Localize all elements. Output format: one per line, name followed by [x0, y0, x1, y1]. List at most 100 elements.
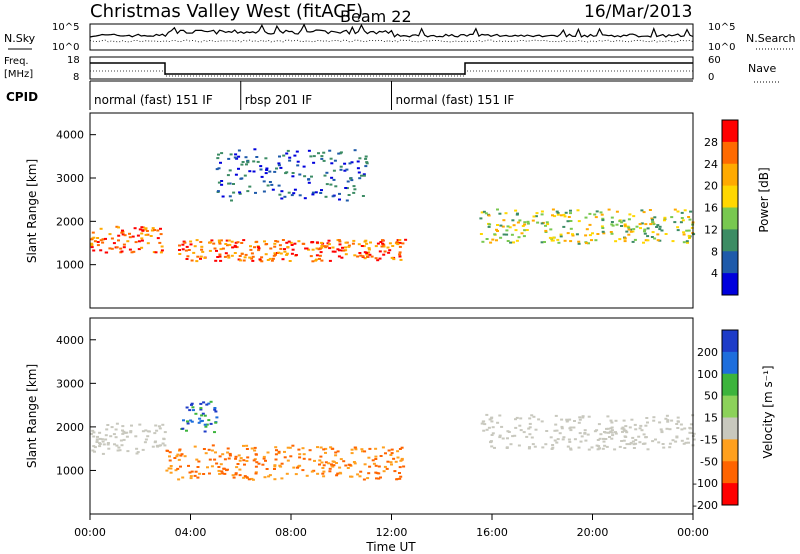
heatmap-cell [311, 191, 315, 194]
heatmap-cell [280, 477, 284, 480]
heatmap-cell [506, 225, 510, 228]
heatmap-cell [644, 223, 648, 226]
heatmap-cell [328, 247, 332, 250]
heatmap-cell [569, 227, 573, 230]
heatmap-cell [338, 192, 341, 195]
heatmap-cell [633, 238, 637, 241]
heatmap-cell [688, 237, 691, 239]
heatmap-cell [257, 249, 261, 252]
heatmap-cell [567, 216, 571, 218]
heatmap-cell [571, 233, 574, 236]
heatmap-cell [122, 246, 126, 249]
heatmap-cell [629, 441, 633, 444]
heatmap-cell [688, 218, 692, 221]
heatmap-cell [602, 232, 606, 235]
heatmap-cell [496, 224, 499, 226]
heatmap-cell [208, 472, 211, 475]
heatmap-cell [525, 229, 529, 231]
heatmap-cell [627, 218, 631, 221]
colorbar-tick-label: -100 [693, 477, 718, 490]
heatmap-cell [346, 467, 350, 469]
power-plot-bg [90, 113, 693, 308]
heatmap-cell [374, 257, 378, 260]
heatmap-cell [138, 423, 142, 426]
heatmap-cell [685, 229, 689, 232]
heatmap-cell [350, 475, 354, 478]
heatmap-cell [92, 249, 96, 252]
heatmap-cell [240, 242, 244, 244]
heatmap-cell [179, 454, 183, 457]
heatmap-cell [217, 153, 220, 156]
heatmap-cell [620, 221, 624, 224]
heatmap-cell [638, 223, 642, 226]
heatmap-cell [90, 246, 94, 249]
heatmap-cell [498, 436, 502, 439]
heatmap-cell [515, 213, 519, 216]
heatmap-cell [307, 248, 311, 251]
heatmap-cell [332, 460, 336, 463]
heatmap-cell [235, 157, 239, 160]
heatmap-cell [579, 440, 583, 443]
heatmap-cell [489, 241, 493, 244]
heatmap-cell [505, 229, 509, 232]
heatmap-cell [334, 454, 338, 457]
heatmap-cell [652, 223, 656, 226]
heatmap-cell [361, 450, 364, 453]
heatmap-cell [296, 465, 300, 468]
heatmap-cell [338, 198, 341, 201]
heatmap-cell [168, 451, 172, 454]
heatmap-cell [382, 245, 386, 248]
heatmap-cell [532, 215, 536, 218]
heatmap-cell [107, 447, 111, 450]
heatmap-cell [92, 445, 96, 448]
heatmap-cell [217, 239, 221, 242]
heatmap-cell [356, 167, 360, 170]
heatmap-cell [226, 254, 230, 257]
heatmap-cell [535, 212, 539, 215]
heatmap-cell [396, 456, 400, 459]
heatmap-cell [196, 255, 200, 258]
heatmap-cell [93, 450, 96, 453]
heatmap-cell [615, 223, 619, 226]
x-axis-label: Time UT [365, 540, 416, 554]
heatmap-cell [317, 248, 321, 251]
heatmap-cell [246, 190, 250, 193]
heatmap-cell [352, 461, 356, 463]
heatmap-cell [298, 456, 302, 459]
heatmap-cell [186, 255, 190, 258]
heatmap-cell [567, 438, 571, 441]
heatmap-cell [488, 223, 492, 226]
heatmap-cell [602, 440, 606, 443]
heatmap-cell [159, 444, 163, 447]
heatmap-cell [359, 254, 363, 257]
nave-label: Nave [748, 62, 776, 75]
heatmap-cell [185, 245, 189, 248]
heatmap-cell [324, 447, 328, 450]
heatmap-cell [221, 453, 225, 456]
heatmap-cell [554, 414, 558, 417]
heatmap-cell [237, 155, 241, 158]
heatmap-cell [659, 428, 663, 431]
heatmap-cell [126, 240, 130, 243]
heatmap-cell [120, 231, 124, 234]
heatmap-cell [197, 421, 201, 424]
heatmap-cell [495, 228, 498, 231]
heatmap-cell [307, 178, 311, 181]
heatmap-cell [239, 177, 243, 180]
heatmap-cell [156, 237, 160, 240]
heatmap-cell [348, 162, 352, 165]
heatmap-cell [207, 448, 211, 451]
heatmap-cell [598, 437, 602, 440]
heatmap-cell [250, 257, 254, 260]
heatmap-cell [261, 463, 265, 466]
heatmap-cell [687, 229, 691, 232]
heatmap-cell [240, 163, 244, 166]
heatmap-cell [279, 166, 283, 169]
heatmap-cell [342, 249, 346, 252]
heatmap-cell [571, 234, 575, 237]
heatmap-cell [296, 466, 299, 469]
heatmap-cell [622, 428, 626, 431]
heatmap-cell [331, 465, 335, 468]
heatmap-cell [392, 258, 396, 261]
